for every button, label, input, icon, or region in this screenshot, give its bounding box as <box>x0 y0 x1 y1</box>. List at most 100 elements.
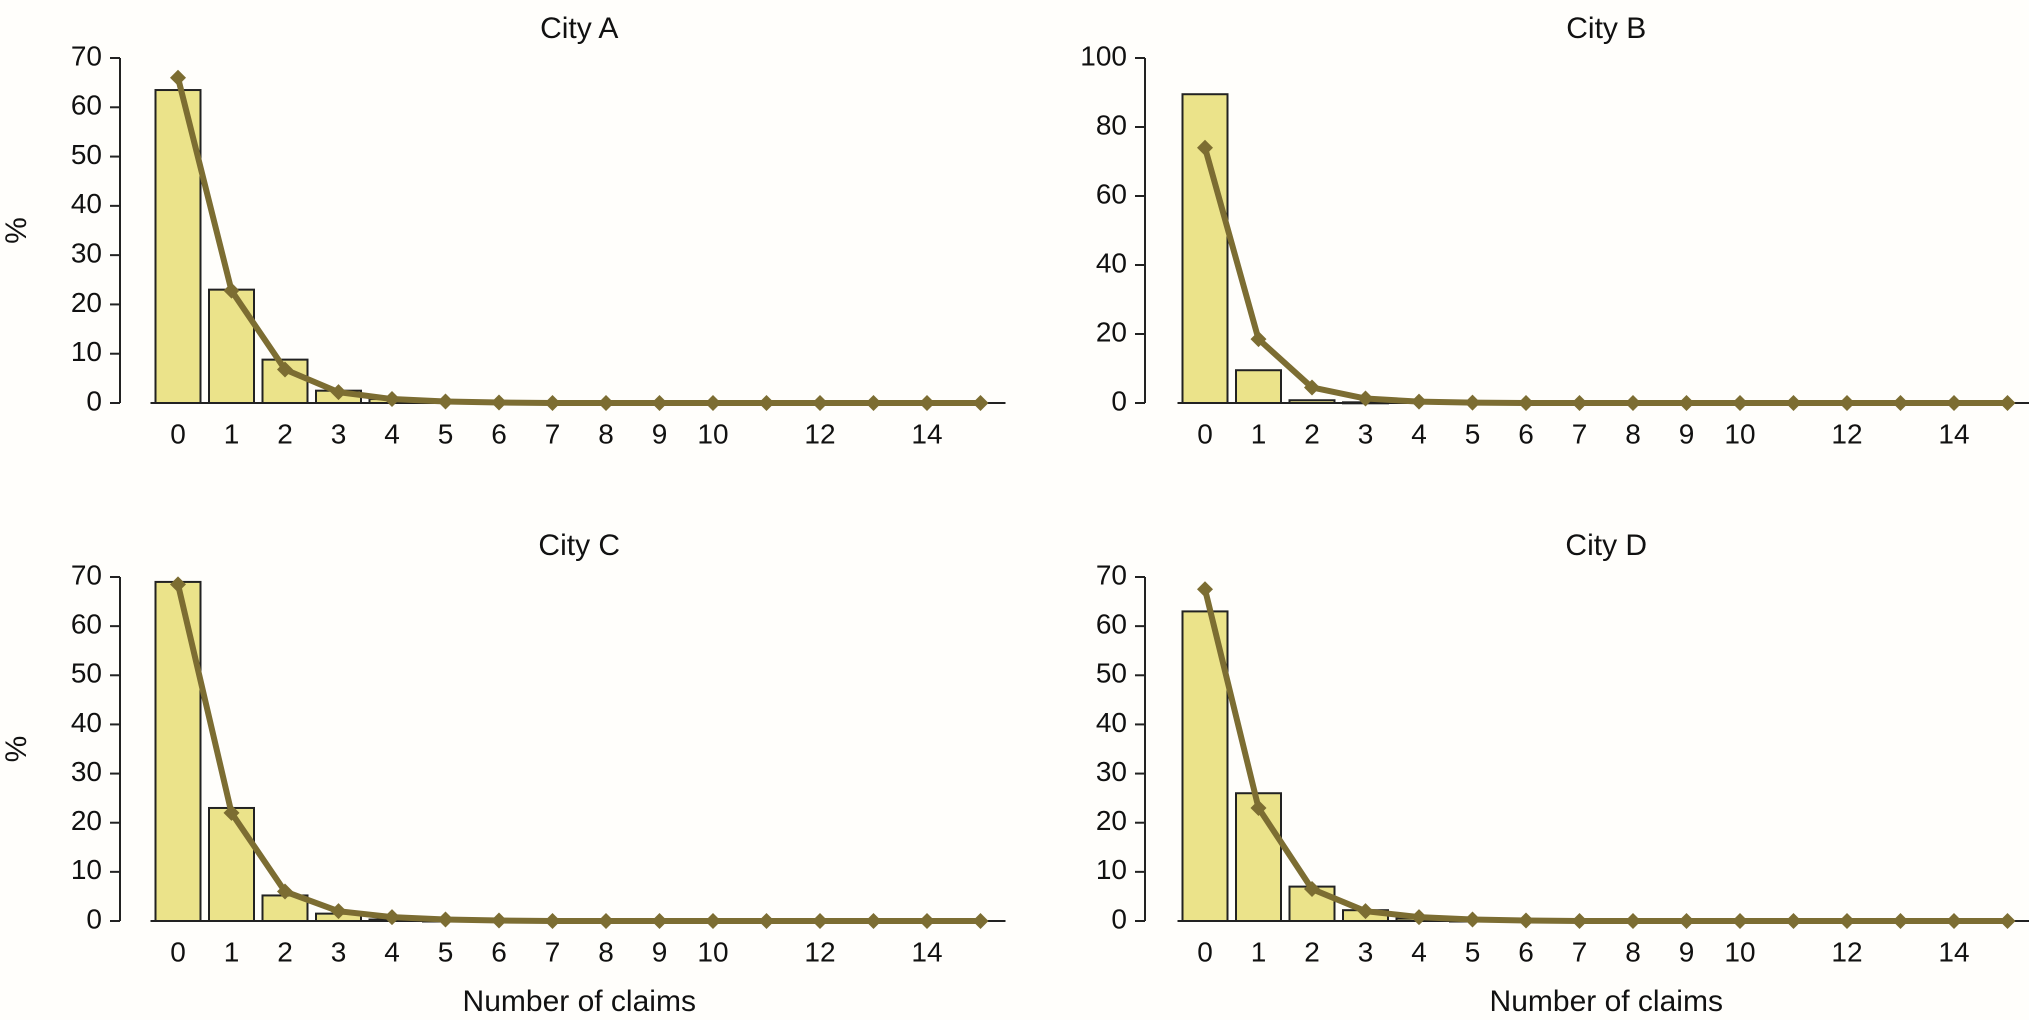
y-tick-label: 0 <box>1111 385 1127 416</box>
fit-point <box>491 394 507 411</box>
fit-line <box>1202 586 2011 924</box>
y-tick-label: 20 <box>1096 805 1127 836</box>
fit-point <box>651 395 668 411</box>
x-tick-label: 0 <box>1197 936 1213 967</box>
fit-point <box>1678 395 1695 411</box>
fit-line <box>175 74 984 406</box>
x-tick-label: 10 <box>697 418 728 449</box>
fit-point <box>437 911 454 928</box>
fit-point <box>330 384 347 401</box>
y-tick-label: 40 <box>71 188 102 219</box>
panel-title: City A <box>540 12 618 45</box>
bar <box>1235 369 1282 405</box>
x-tick-label: 8 <box>1625 418 1641 449</box>
y-tick-label: 10 <box>71 336 102 367</box>
y-axis-label: % <box>0 217 33 244</box>
y-tick-label: 50 <box>1096 658 1127 689</box>
fit-point <box>223 282 240 299</box>
fit-point <box>1411 909 1427 926</box>
fit-point <box>972 395 989 411</box>
x-tick-label: 9 <box>652 418 668 449</box>
x-tick-label: 14 <box>1938 936 1969 967</box>
fit-point <box>170 576 186 593</box>
fit-point <box>598 913 614 929</box>
fit-point <box>491 912 507 929</box>
fit-point <box>1732 913 1748 929</box>
x-tick-label: 2 <box>1304 936 1320 967</box>
fit-point <box>919 395 935 411</box>
bar <box>208 288 255 404</box>
x-tick-label: 1 <box>224 418 240 449</box>
y-tick-label: 60 <box>1096 609 1127 640</box>
fit-point <box>223 804 240 821</box>
x-tick-label: 6 <box>1518 936 1534 967</box>
x-tick-label: 5 <box>1465 936 1481 967</box>
x-tick-label: 1 <box>224 936 240 967</box>
y-tick-label: 40 <box>1096 247 1127 278</box>
fit-point <box>1518 395 1534 411</box>
fit-point <box>1732 395 1748 411</box>
fit-point <box>1250 799 1267 816</box>
fit-point <box>1625 913 1641 929</box>
x-axis-label: Number of claims <box>463 985 696 1018</box>
fit-point <box>1357 903 1374 920</box>
y-tick-label: 60 <box>1096 178 1127 209</box>
x-tick-label: 5 <box>1465 418 1481 449</box>
x-tick-label: 10 <box>1724 936 1755 967</box>
x-tick-label: 5 <box>438 418 454 449</box>
y-tick-label: 0 <box>1111 903 1127 934</box>
x-tick-label: 4 <box>384 418 400 449</box>
fit-line <box>1202 144 2011 406</box>
fit-point <box>1839 913 1855 929</box>
y-tick-label: 70 <box>1096 559 1127 590</box>
y-tick-label: 10 <box>71 854 102 885</box>
fit-point <box>1946 395 1962 411</box>
x-tick-label: 7 <box>545 936 561 967</box>
fit-point <box>1411 393 1427 410</box>
x-tick-label: 0 <box>170 418 186 449</box>
fit-point <box>1250 331 1267 348</box>
x-tick-label: 0 <box>170 936 186 967</box>
y-tick-label: 40 <box>1096 707 1127 738</box>
fit-point <box>865 913 882 929</box>
fit-point <box>1197 581 1213 598</box>
y-tick-label: 40 <box>71 707 102 738</box>
fit-point <box>705 395 721 411</box>
x-tick-label: 14 <box>911 418 942 449</box>
fit-point <box>277 883 293 900</box>
fit-point <box>1999 913 2016 929</box>
fit-point <box>1785 913 1802 929</box>
x-tick-label: 2 <box>277 936 293 967</box>
fit-point <box>277 361 293 378</box>
y-tick-label: 30 <box>71 238 102 269</box>
x-tick-label: 1 <box>1251 418 1267 449</box>
fit-point <box>972 913 989 929</box>
bar <box>1235 792 1282 923</box>
panel-title: City D <box>1565 529 1647 562</box>
fit-point <box>1518 912 1534 929</box>
panel-title: City C <box>538 529 620 562</box>
fit-point <box>1946 913 1962 929</box>
fit-point <box>1304 881 1320 898</box>
bar <box>1288 399 1336 404</box>
x-tick-label: 10 <box>697 936 728 967</box>
x-tick-label: 4 <box>1411 936 1427 967</box>
x-tick-label: 6 <box>491 418 507 449</box>
x-tick-label: 6 <box>491 936 507 967</box>
x-tick-label: 9 <box>652 936 668 967</box>
bar <box>154 580 202 923</box>
fit-point <box>1678 913 1695 929</box>
x-tick-label: 3 <box>331 936 347 967</box>
x-tick-label: 2 <box>277 418 293 449</box>
fit-point <box>1892 395 1909 411</box>
fit-point <box>384 391 400 408</box>
fit-point <box>758 395 775 411</box>
fit-point <box>1304 379 1320 396</box>
y-tick-label: 100 <box>1080 40 1127 71</box>
fit-point <box>1357 390 1374 407</box>
fit-point <box>1464 911 1481 928</box>
x-tick-label: 4 <box>1411 418 1427 449</box>
